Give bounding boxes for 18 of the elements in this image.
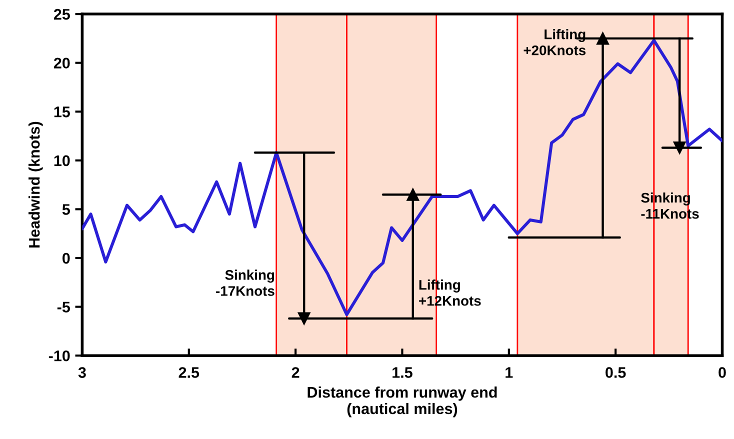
x-tick-label: 0 [718, 367, 726, 378]
y-tick-label: -10 [48, 350, 70, 362]
y-tick-label: 10 [54, 155, 70, 166]
y-tick-label: 0 [62, 252, 70, 264]
x-tick-label: 1 [506, 367, 513, 378]
x-tick-label: 0.5 [606, 367, 626, 378]
annotation: Sinking -17Knots [216, 270, 274, 296]
x-tick-label: 1.5 [392, 367, 412, 378]
x-axis-title: Distance from runway end (nautical miles) [308, 386, 497, 418]
x-tick-label: 3 [78, 367, 86, 378]
y-tick-label: 5 [62, 204, 70, 215]
y-tick-label: -5 [57, 302, 70, 312]
y-axis-title: Headwind (knots) [28, 122, 43, 248]
y-tick-label: 20 [54, 58, 70, 69]
x-tick-label: 2.5 [178, 367, 200, 378]
x-tick-label: 2 [292, 367, 300, 378]
y-tick-label: 15 [54, 106, 70, 118]
y-tick-label: 25 [54, 8, 70, 20]
